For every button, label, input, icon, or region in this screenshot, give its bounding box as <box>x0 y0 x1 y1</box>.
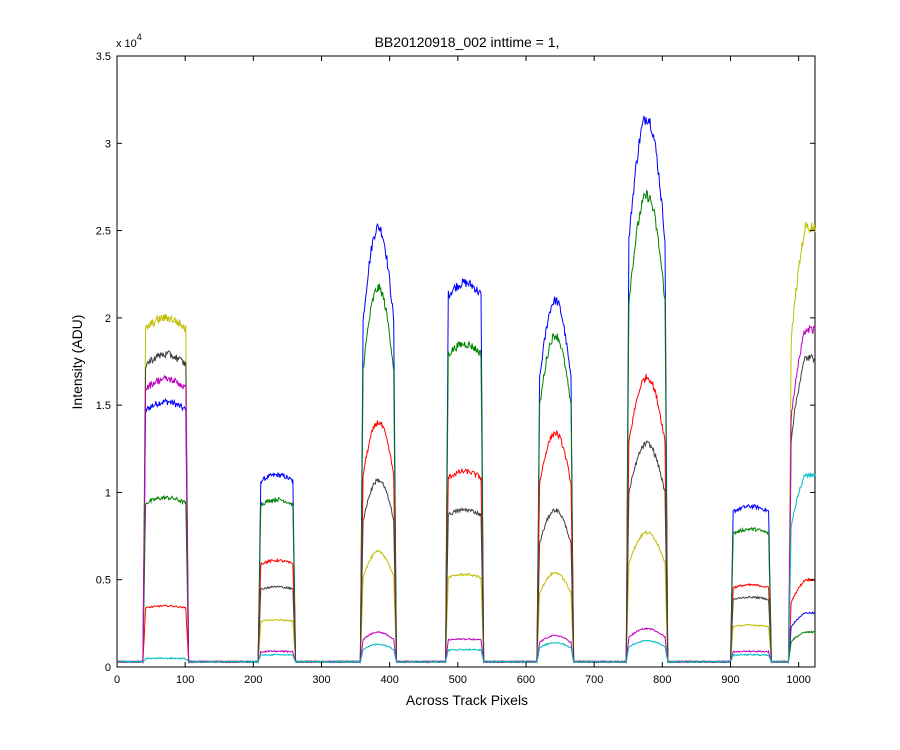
x-tick-label: 500 <box>449 674 467 686</box>
y-tick-label: 1 <box>105 487 111 499</box>
x-tick-label: 400 <box>380 674 398 686</box>
y-axis-multiplier-exponent: 4 <box>137 32 142 42</box>
y-tick-label: 0 <box>105 662 111 674</box>
y-axis-ticks: 0 0.5 1 1.5 2 2.5 3 3.5 <box>96 51 815 674</box>
x-tick-label: 900 <box>721 674 739 686</box>
y-tick-label: 3.5 <box>96 51 111 63</box>
x-axis-ticks: 0 100 200 300 400 500 600 700 800 900 1000 <box>114 56 811 686</box>
x-axis-label: Across Track Pixels <box>406 692 528 708</box>
series-line <box>116 472 816 664</box>
y-tick-label: 1.5 <box>96 400 111 412</box>
x-tick-label: 700 <box>585 674 603 686</box>
x-tick-label: 1000 <box>786 674 810 686</box>
series-layer <box>116 115 816 665</box>
y-tick-label: 2.5 <box>96 226 111 238</box>
y-tick-label: 0.5 <box>96 575 111 587</box>
x-tick-label: 200 <box>244 674 262 686</box>
y-axis-multiplier-base: x 10 <box>116 38 137 50</box>
y-tick-label: 2 <box>105 313 111 325</box>
plot-area <box>116 55 816 668</box>
chart-title: BB20120918_002 inttime = 1, <box>375 34 560 50</box>
y-axis-label: Intensity (ADU) <box>69 315 85 410</box>
x-tick-label: 100 <box>176 674 194 686</box>
x-tick-label: 800 <box>653 674 671 686</box>
y-tick-label: 3 <box>105 138 111 150</box>
x-tick-label: 0 <box>114 674 120 686</box>
x-tick-label: 600 <box>517 674 535 686</box>
y-axis-multiplier: x 104 <box>116 32 142 50</box>
x-tick-label: 300 <box>312 674 330 686</box>
